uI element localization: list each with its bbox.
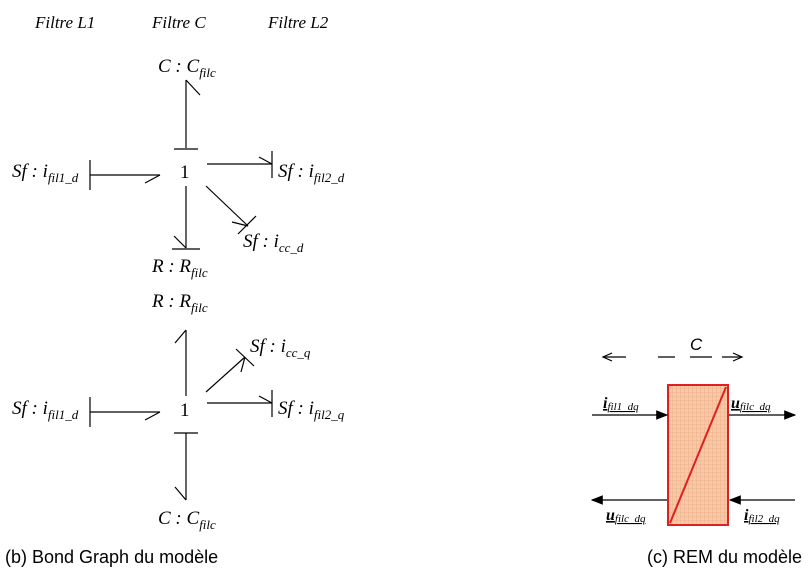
- label: R : Rfilc: [151, 256, 208, 280]
- text-part: cc_d: [279, 240, 304, 255]
- text-part: Sf : i: [250, 336, 286, 357]
- signal-label: ifil2_dq: [744, 507, 780, 525]
- text-part: filc: [199, 65, 216, 80]
- junction: 1: [180, 400, 190, 421]
- label: Sf : ifil2_d: [278, 161, 345, 185]
- text-part: filc_dq: [615, 513, 646, 525]
- label: R : Rfilc: [151, 291, 208, 315]
- text-part: C : C: [158, 508, 200, 529]
- signal-label: ufilc_dq: [731, 395, 771, 413]
- text-part: filc: [191, 265, 208, 280]
- text-part: Sf : i: [12, 398, 48, 419]
- label: Sf : icc_q: [250, 336, 311, 360]
- text-part: filc: [199, 517, 216, 532]
- text-part: u: [606, 507, 615, 524]
- text-part: filc: [191, 300, 208, 315]
- element-label: C: [690, 335, 703, 354]
- text-part: i: [603, 395, 608, 412]
- text-part: fil2_dq: [748, 513, 780, 525]
- label: Sf : ifil1_d: [12, 161, 79, 185]
- text-part: i: [744, 507, 749, 524]
- text-part: fil1_dq: [607, 401, 639, 413]
- dashed-arrow: [601, 352, 744, 362]
- text-part: Sf : i: [12, 161, 48, 182]
- signal-label: ifil1_dq: [603, 395, 639, 413]
- text-part: Sf : i: [278, 398, 314, 419]
- text-part: C : C: [158, 56, 200, 77]
- text-part: u: [731, 395, 740, 412]
- text-part: cc_q: [286, 345, 311, 360]
- text-part: fil2_q: [314, 407, 345, 422]
- junction: 1: [180, 162, 190, 183]
- text-part: fil2_d: [314, 170, 345, 185]
- text-part: Sf : i: [278, 161, 314, 182]
- text-part: filc_dq: [740, 401, 771, 413]
- header: Filtre C: [151, 13, 206, 32]
- caption: (c) REM du modèle: [647, 547, 802, 567]
- label: C : Cfilc: [158, 508, 216, 532]
- bonds: [89, 329, 273, 501]
- header: Filtre L2: [267, 13, 329, 32]
- caption: (b) Bond Graph du modèle: [5, 547, 218, 567]
- bonds: [89, 79, 273, 250]
- text-part: R : R: [151, 256, 191, 277]
- label: Sf : icc_d: [243, 231, 304, 255]
- text-part: fil1_d: [48, 170, 79, 185]
- label: Sf : ifil2_q: [278, 398, 345, 422]
- text-part: fil1_d: [48, 407, 79, 422]
- text-part: Sf : i: [243, 231, 279, 252]
- header: Filtre L1: [34, 13, 95, 32]
- block-diagonal: [669, 386, 727, 524]
- text-part: R : R: [151, 291, 191, 312]
- label: Sf : ifil1_d: [12, 398, 79, 422]
- signal-label: ufilc_dq: [606, 507, 646, 525]
- label: C : Cfilc: [158, 56, 216, 80]
